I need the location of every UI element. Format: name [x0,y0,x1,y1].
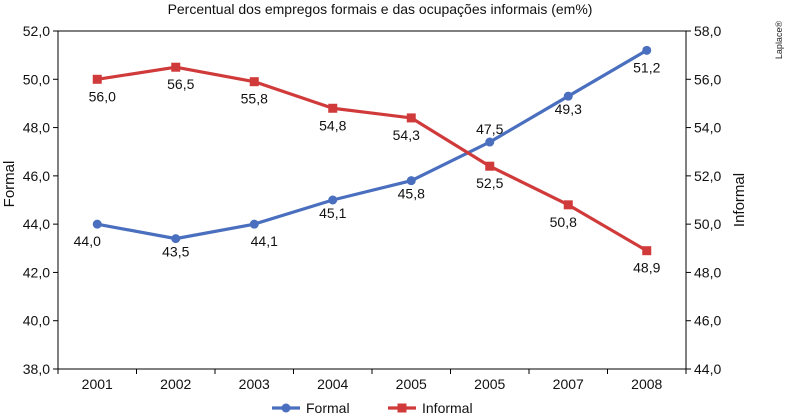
point-informal [171,62,181,72]
point-informal [328,103,338,113]
data-label-formal: 47,5 [476,121,503,137]
data-label-informal: 52,5 [476,175,503,191]
y-right-tick-label: 58,0 [694,23,721,39]
legend-marker-formal [281,403,291,413]
y-right-tick-label: 54,0 [694,120,721,136]
data-label-informal: 48,9 [633,260,660,276]
point-formal [249,219,259,229]
chart-title: Percentual dos empregos formais e das oc… [168,1,593,17]
y-right-axis-title: Informal [731,173,748,227]
y-right-tick-label: 46,0 [694,313,721,329]
point-formal [171,234,181,244]
y-left-tick-label: 40,0 [23,313,50,329]
x-tick-label: 2003 [239,376,270,392]
legend-label-formal: Formal [306,400,350,416]
data-label-formal: 51,2 [633,59,660,75]
data-label-informal: 54,3 [393,127,420,143]
data-label-informal: 56,0 [89,88,116,104]
series-layer [92,45,652,256]
y-left-tick-label: 52,0 [23,23,50,39]
y-right-tick-label: 48,0 [694,264,721,280]
data-label-informal: 55,8 [241,91,268,107]
y-left-tick-label: 38,0 [23,361,50,377]
point-informal [92,74,102,84]
x-tick-label: 2004 [317,376,348,392]
point-formal [406,176,416,186]
data-label-formal: 45,1 [319,205,346,221]
data-label-informal: 54,8 [319,117,346,133]
point-formal [92,219,102,229]
y-right-ticks: 44,0 46,0 48,0 50,0 52,0 54,0 56,0 58,0 [686,23,721,377]
y-right-tick-label: 50,0 [694,216,721,232]
y-left-tick-label: 50,0 [23,71,50,87]
x-tick-label: 2001 [82,376,113,392]
x-tick-label: 2002 [160,376,191,392]
legend: Formal Informal [272,400,473,416]
point-informal [485,161,495,171]
data-label-formal: 43,5 [162,244,189,260]
data-labels: 44,0 43,5 44,1 45,1 45,8 47,5 49,3 51,2 56,0 56,5… [74,59,661,275]
series-line-informal [97,65,648,253]
y-right-tick-label: 52,0 [694,168,721,184]
data-label-formal: 44,0 [74,233,101,249]
y-right-tick-label: 56,0 [694,71,721,87]
x-tick-label: 2008 [631,376,662,392]
x-tick-label: 2005 [396,376,427,392]
legend-label-informal: Informal [422,400,473,416]
legend-marker-informal [397,403,407,413]
point-formal [328,195,338,205]
point-formal [485,137,495,147]
y-left-tick-label: 42,0 [23,264,50,280]
point-informal [563,200,573,210]
y-left-tick-label: 46,0 [23,168,50,184]
data-label-informal: 56,5 [167,76,194,92]
data-label-formal: 44,1 [251,233,278,249]
data-label-formal: 45,8 [398,186,425,202]
credit-text: Laplace® [774,21,784,60]
point-informal [642,246,652,256]
y-right-tick-label: 44,0 [694,361,721,377]
point-formal [642,45,652,55]
y-left-tick-label: 48,0 [23,120,50,136]
x-tick-label: 2007 [553,376,584,392]
data-label-formal: 49,3 [555,101,582,117]
point-formal [563,91,573,101]
point-informal [406,113,416,123]
data-label-informal: 50,8 [550,214,577,230]
y-left-axis-title: Formal [1,161,18,208]
series-line-formal [96,48,648,241]
point-informal [249,77,259,87]
x-tick-label: 2005 [474,376,505,392]
y-left-tick-label: 44,0 [23,216,50,232]
y-left-ticks: 38,0 40,0 42,0 44,0 46,0 48,0 50,0 52,0 [23,23,58,377]
x-ticks: 2001 2002 2003 2004 2005 2005 2007 2008 [57,369,687,392]
